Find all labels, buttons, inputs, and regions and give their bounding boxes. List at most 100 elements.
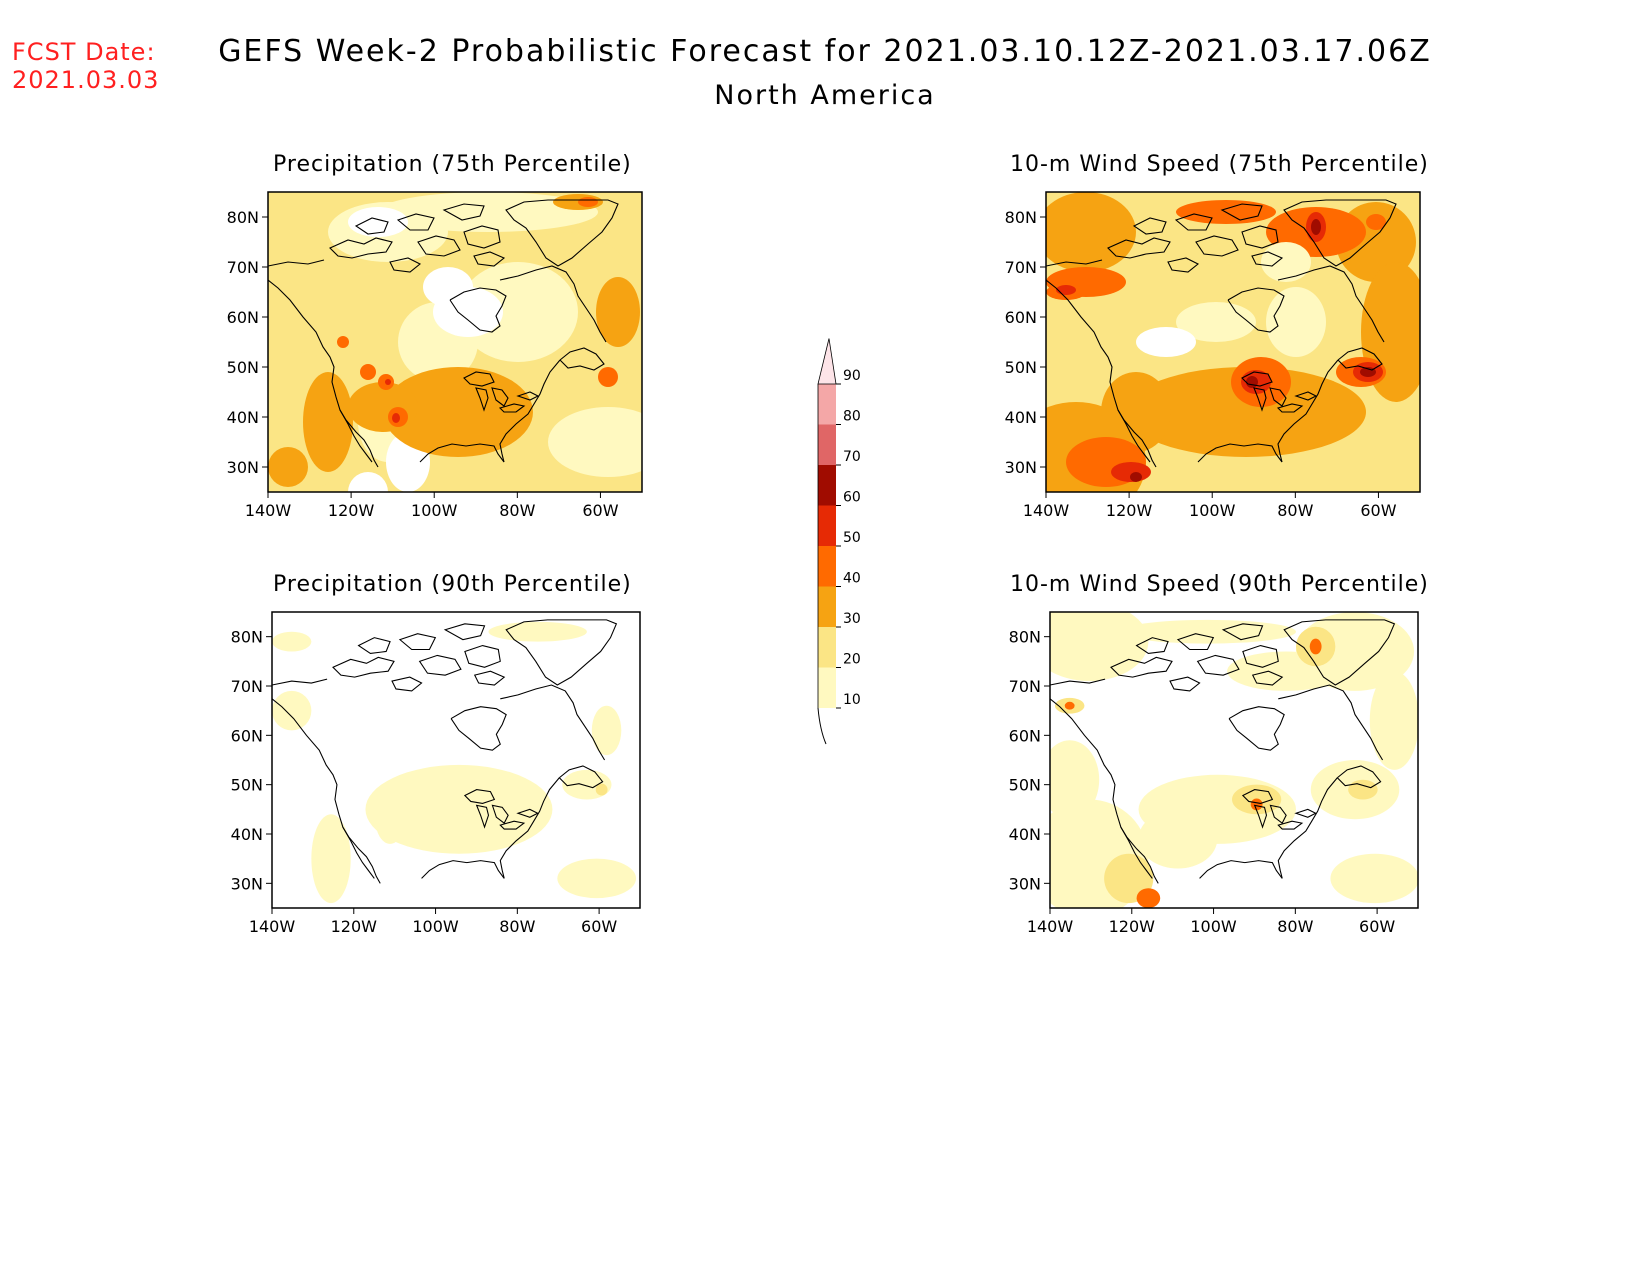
colorbar-bottom-arrow [817,707,827,745]
lon-tick-label: 80W [499,917,535,936]
shading-region [1309,638,1322,655]
colorbar-label: 90 [843,368,861,384]
map-frame [271,611,641,909]
lon-tick-label: 60W [1360,501,1396,520]
shading-region [578,197,598,207]
shading-region [1118,619,1296,644]
panel-title-wind-90: 10-m Wind Speed (90th Percentile) [1010,572,1429,597]
lat-tick-label: 60N [1009,726,1041,745]
shading-region [1369,671,1418,770]
lat-tick-label: 50N [227,358,259,377]
colorbar-label: 30 [843,611,861,627]
shading-region [385,379,391,385]
shading-region [1136,888,1161,908]
shading-region [392,413,400,423]
probability-shading [268,192,642,492]
lon-tick-label: 80W [499,501,535,520]
lat-tick-label: 80N [227,208,259,227]
colorbar-segment [818,667,836,708]
shading-region [1266,287,1326,357]
lat-tick-label: 40N [227,408,259,427]
shading-region [1330,853,1418,904]
lon-tick-label: 120W [331,917,378,936]
forecast-date-label: FCST Date: [12,38,156,66]
lon-tick-label: 140W [245,501,292,520]
shading-region [1050,740,1100,820]
shading-region [268,447,308,487]
shading-region [348,472,388,492]
lat-tick-label: 30N [231,874,263,893]
lon-tick-label: 140W [1027,917,1074,936]
page-title: GEFS Week-2 Probabilistic Forecast for 2… [218,34,1432,69]
forecast-date-value: 2021.03.03 [12,66,160,94]
colorbar-label: 20 [843,652,861,668]
shading-region [365,764,553,854]
shading-region [548,407,642,477]
lat-tick-label: 50N [1005,358,1037,377]
colorbar-segment [818,505,836,546]
lat-tick-label: 80N [231,628,263,647]
shading-region [591,705,622,756]
map-panel-precip-90: 80N 70N 60N 50N 40N 30N 140W 120W 100W 80W 60W [231,611,641,936]
colorbar-segment [818,424,836,465]
shading-region [557,858,637,899]
map-panel-wind-90: 80N 70N 60N 50N 40N 30N 140W 120W 100W 80W 60W [1009,611,1419,936]
map-frame [1049,611,1419,909]
lat-tick-label: 50N [231,776,263,795]
shading-region [348,207,408,237]
shading-region [1246,376,1258,388]
lat-tick-label: 70N [231,677,263,696]
page-title-block: GEFS Week-2 Probabilistic Forecast for 2… [0,30,1650,118]
lon-tick-label: 80W [1277,917,1313,936]
map-frame [1045,191,1421,493]
lon-tick-label: 100W [411,501,458,520]
colorbar-label: 60 [843,490,861,506]
shading-region [1126,367,1366,457]
colorbar-label: 70 [843,449,861,465]
shading-region [272,631,312,652]
shading-region [595,783,608,796]
lat-tick-label: 60N [1005,308,1037,327]
shading-region [1311,219,1321,235]
lon-tick-label: 120W [328,501,375,520]
shading-region [598,367,618,387]
lon-tick-label: 140W [1023,501,1070,520]
shading-region [1138,809,1218,869]
probability-shading [1050,612,1418,908]
lat-tick-label: 80N [1005,208,1037,227]
colorbar-segment [818,546,836,587]
shading-region [458,262,578,362]
lon-tick-label: 120W [1109,917,1156,936]
map-panel-wind-75: 80N 70N 60N 50N 40N 30N 140W 120W 100W 80W 60W [1005,191,1421,520]
lon-tick-label: 60W [581,917,617,936]
shading-region [1050,612,1149,682]
map-panel-precip-75: 80N 70N 60N 50N 40N 30N 140W 120W 100W 80W 60W [227,191,643,520]
map-frame [267,191,643,493]
shading-region [1056,285,1076,295]
lat-tick-label: 70N [1009,677,1041,696]
shading-region [596,277,640,347]
lon-tick-label: 120W [1106,501,1153,520]
lon-tick-label: 80W [1277,501,1313,520]
region-label: North America [714,80,936,111]
lon-tick-label: 100W [412,917,459,936]
lat-tick-label: 30N [1009,874,1041,893]
probability-shading [1046,192,1420,492]
forecast-date: FCST Date: 2021.03.03 [12,38,159,94]
shading-region [1136,327,1196,357]
colorbar-segment [817,338,837,385]
colorbar-label: 10 [843,692,861,708]
shading-region [272,690,312,731]
colorbar-segment [818,627,836,668]
shading-region [375,794,405,844]
lon-tick-label: 60W [1359,917,1395,936]
shading-region [383,367,533,457]
lat-tick-label: 30N [227,458,259,477]
probability-shading [272,612,640,908]
shading-region [1348,779,1378,800]
shading-region [1261,242,1311,282]
colorbar-segment [818,384,836,425]
lat-tick-label: 60N [231,726,263,745]
shading-region [378,192,598,232]
